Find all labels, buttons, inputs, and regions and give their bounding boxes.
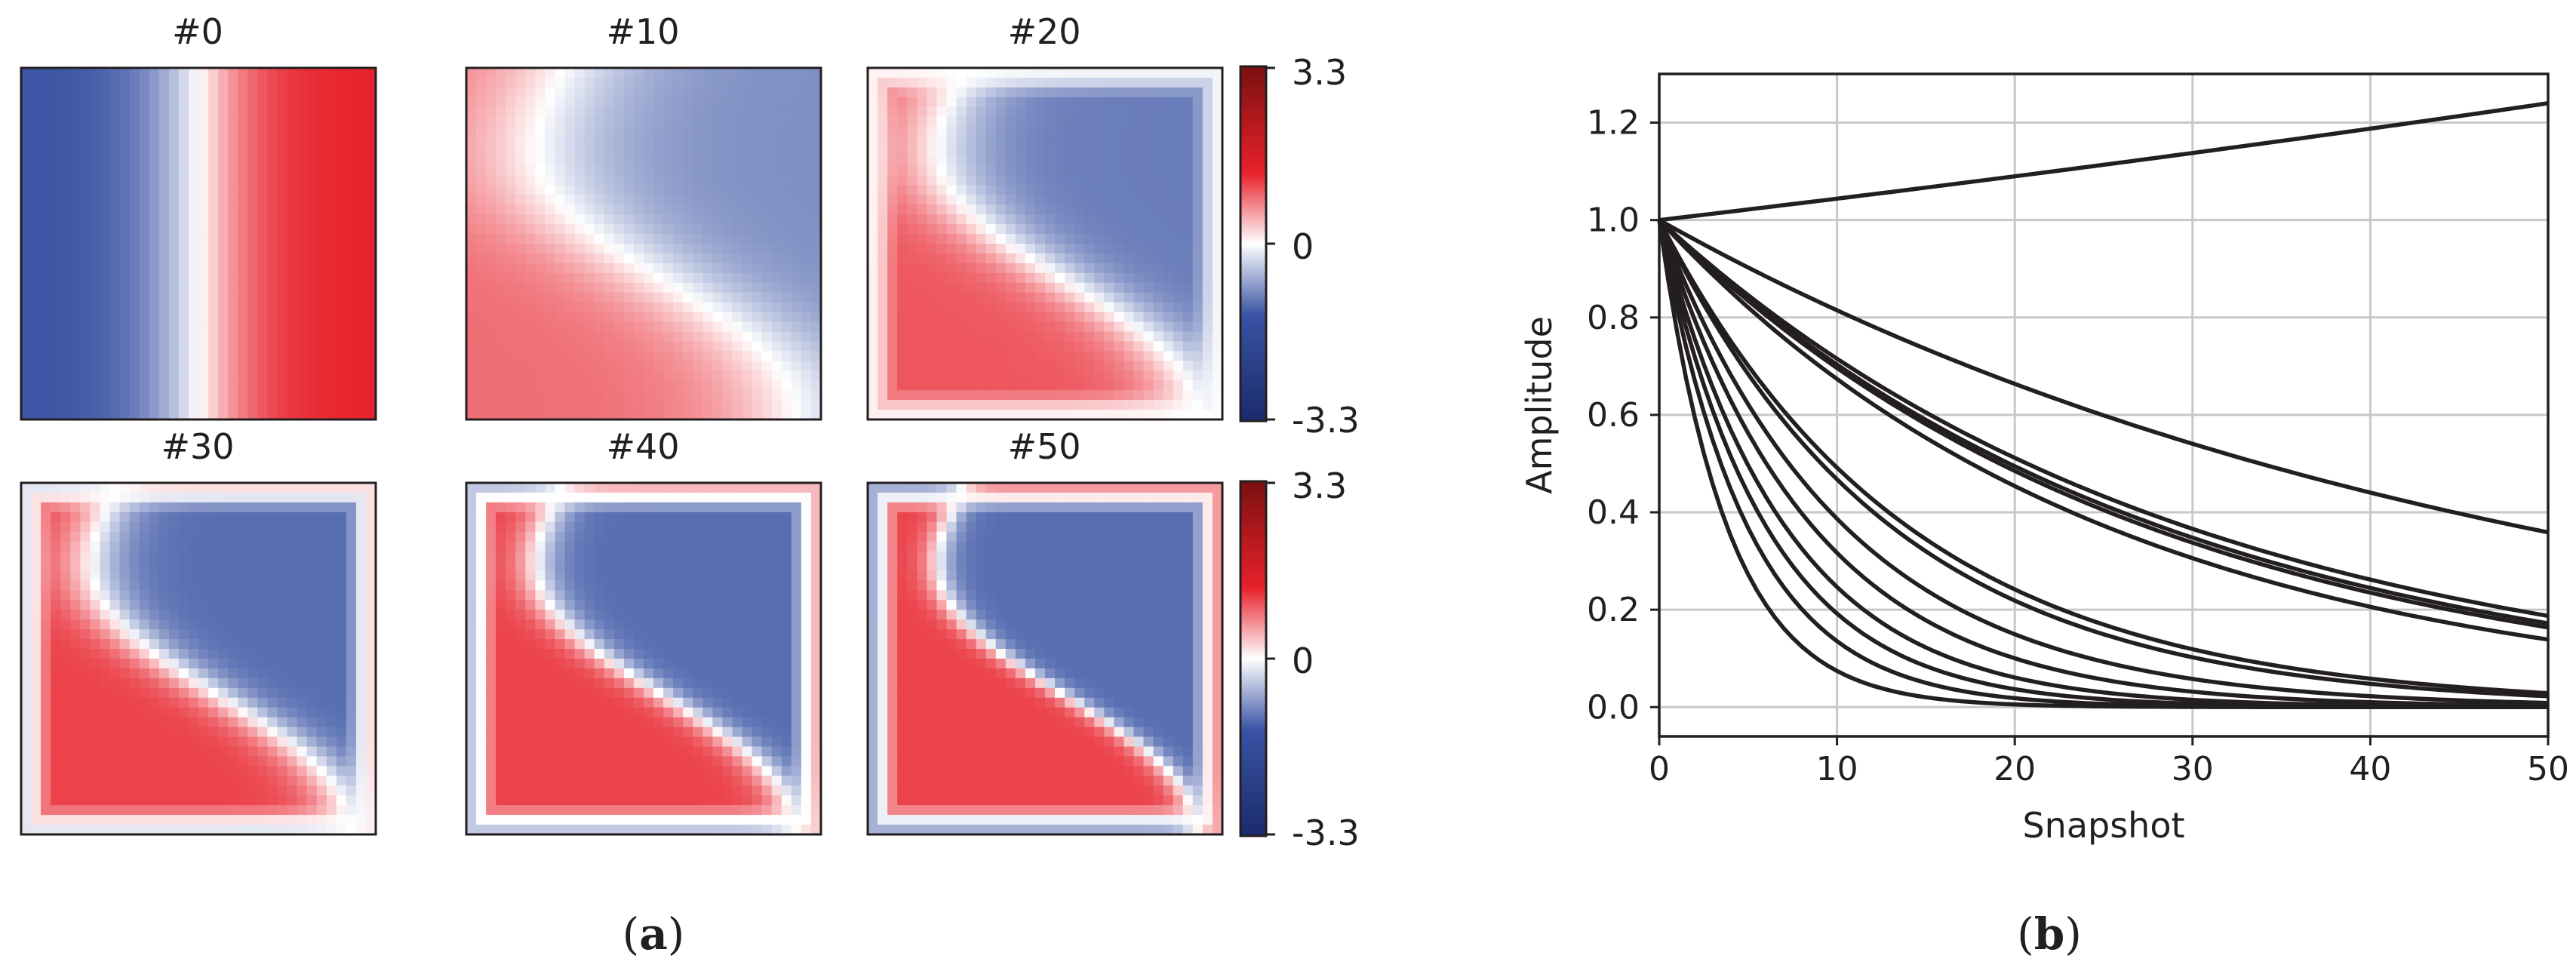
panel-b-caption: (b) <box>2017 908 2082 960</box>
heatmap-grid <box>20 66 1224 836</box>
colorbar-top: 3.3 0 -3.3 <box>1239 52 1360 441</box>
colorbar-top-min: -3.3 <box>1292 400 1360 441</box>
colorbar-top-gradient <box>1239 65 1268 422</box>
y-tick-label: 0.0 <box>1587 688 1640 727</box>
series-line-5 <box>1657 218 2549 642</box>
heatmap-frame-0 <box>20 66 377 421</box>
colorbar-bottom: 3.3 0 -3.3 <box>1239 465 1360 853</box>
heatmap-snapshot-5 <box>866 481 1224 836</box>
colorbar-top-mid: 0 <box>1292 226 1314 267</box>
heatmap-snapshot-3 <box>20 481 377 836</box>
panel-b-amplitude-chart: 0 10 20 30 40 50 0.0 0.2 0.4 0.6 0.8 1.0 1.2 Snapsho… <box>1519 72 2569 960</box>
y-tick-label: 1.0 <box>1587 201 1640 240</box>
series-line-6 <box>1657 219 2549 696</box>
x-tick-label: 0 <box>1649 750 1670 788</box>
heatmap-snapshot-0 <box>20 66 377 421</box>
panel-a-caption: (a) <box>622 908 685 960</box>
panel-a-snapshots: #0 #10 #20 #30 #40 #50 3.3 0 -3.3 3.3 0 … <box>20 11 1360 960</box>
series-line-4 <box>1658 218 2549 630</box>
series-line-13 <box>1657 220 2548 710</box>
series-line-2 <box>1658 218 2549 619</box>
y-tick-label: 0.8 <box>1587 299 1640 337</box>
y-tick-label: 0.6 <box>1587 396 1640 435</box>
colorbar-bottom-max: 3.3 <box>1292 465 1347 506</box>
series-line-1 <box>1658 218 2549 535</box>
heatmap-frame-2 <box>866 66 1224 421</box>
series-line-9 <box>1657 219 2549 708</box>
snapshot-title-0: #0 <box>172 11 223 52</box>
plot-frame <box>1658 72 2550 738</box>
heatmap-snapshot-1 <box>465 66 822 421</box>
y-tick-label: 0.2 <box>1587 591 1640 629</box>
series-line-8 <box>1657 219 2549 705</box>
x-tick-label: 50 <box>2527 750 2569 788</box>
series-line-0 <box>1658 101 2549 223</box>
y-tick-label: 0.4 <box>1587 493 1640 532</box>
x-tick-label: 10 <box>1816 750 1858 788</box>
heatmap-snapshot-2 <box>866 66 1224 421</box>
heatmap-frame-5 <box>866 481 1224 836</box>
x-axis-label: Snapshot <box>2022 805 2184 846</box>
heatmap-frame-3 <box>20 481 377 836</box>
snapshot-title-30: #30 <box>161 426 234 467</box>
x-tick-label: 30 <box>2172 750 2214 788</box>
snapshot-title-50: #50 <box>1007 426 1081 467</box>
colorbar-bottom-mid: 0 <box>1292 641 1314 681</box>
y-axis-label: Amplitude <box>1519 316 1560 494</box>
snapshot-title-10: #10 <box>606 11 679 52</box>
series-line-3 <box>1658 218 2549 625</box>
series-line-7 <box>1657 219 2549 699</box>
heatmap-frame-1 <box>465 66 822 421</box>
x-tick-label: 40 <box>2349 750 2391 788</box>
axis-ticks: 0 10 20 30 40 50 0.0 0.2 0.4 0.6 0.8 1.0 1.2 <box>1587 104 2569 788</box>
colorbar-bottom-gradient <box>1239 480 1268 837</box>
colorbar-top-max: 3.3 <box>1292 52 1347 93</box>
snapshot-title-20: #20 <box>1007 11 1081 52</box>
heatmap-snapshot-4 <box>465 481 822 836</box>
snapshot-title-40: #40 <box>606 426 679 467</box>
heatmap-frame-4 <box>465 481 822 836</box>
series-lines <box>1657 101 2549 710</box>
y-tick-label: 1.2 <box>1587 104 1640 143</box>
colorbar-bottom-min: -3.3 <box>1292 813 1360 853</box>
x-tick-label: 20 <box>1993 750 2036 788</box>
